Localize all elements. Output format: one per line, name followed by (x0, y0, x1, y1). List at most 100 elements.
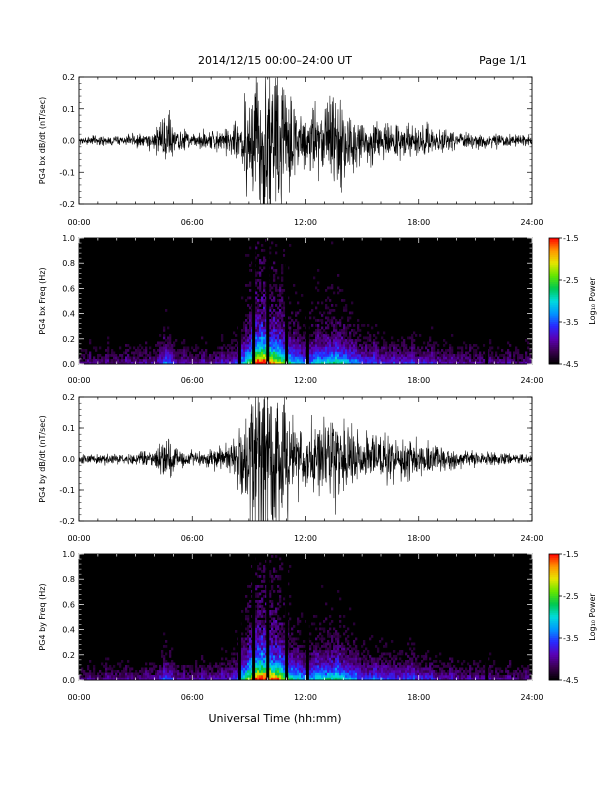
spectrogram-cell (273, 655, 276, 658)
spectrogram-cell (255, 610, 258, 613)
spectrogram-cell (301, 359, 304, 362)
spectrogram-cell (273, 667, 276, 671)
spectrogram-cell (291, 356, 294, 360)
spectrogram-cell (281, 334, 284, 337)
spectrogram-cell (281, 326, 284, 330)
spectrogram-cell (99, 675, 102, 678)
spectrogram-cell (283, 359, 286, 362)
spectrogram-cell (283, 344, 286, 347)
spectrogram-cell (263, 652, 266, 656)
spectrogram-cell (435, 361, 438, 365)
spectrogram-cell (323, 637, 326, 641)
spectrogram-cell (93, 361, 96, 365)
spectrogram-cell (353, 334, 356, 337)
spectrogram-cell (279, 356, 282, 360)
spectrogram-cell (479, 354, 482, 357)
spectrogram-cell (171, 354, 174, 357)
spectrogram-cell (479, 356, 482, 360)
spectrogram-cell (339, 662, 342, 666)
spectrogram-cell (221, 657, 224, 661)
spectrogram-cell (275, 351, 278, 355)
y-tick-label: 0.1 (62, 105, 75, 114)
spectrogram-cell (381, 675, 384, 678)
spectrogram-cell (85, 672, 88, 676)
spectrogram-cell (281, 301, 284, 305)
spectrogram-cell (275, 652, 278, 656)
spectrogram-cell (255, 667, 258, 671)
spectrogram-cell (213, 351, 216, 355)
spectrogram-cell (501, 359, 504, 362)
spectrogram-cell (325, 326, 328, 330)
spectrogram-cell (345, 637, 348, 641)
spectrogram-cell (245, 314, 248, 317)
spectrogram-cell (495, 354, 498, 357)
spectrogram-cell (227, 662, 230, 666)
spectrogram-cell (165, 652, 168, 656)
spectrogram-cell (265, 625, 268, 628)
spectrogram-cell (389, 346, 392, 350)
spectrogram-cell (89, 660, 92, 663)
spectrogram-cell (141, 351, 144, 355)
spectrogram-cell (447, 662, 450, 666)
data-gap (237, 238, 241, 364)
spectrogram-cell (187, 359, 190, 362)
y-axis-title: PG4 bx dB/dt (nT/sec) (38, 97, 47, 184)
spectrogram-cell (189, 677, 192, 681)
spectrogram-cell (397, 349, 400, 352)
spectrogram-cell (289, 336, 292, 340)
spectrogram-cell (273, 652, 276, 656)
spectrogram-cell (87, 359, 90, 362)
spectrogram-cell (265, 670, 268, 673)
spectrogram-cell (359, 677, 362, 681)
spectrogram-cell (361, 675, 364, 678)
spectrogram-cell (431, 677, 434, 681)
spectrogram-cell (279, 341, 282, 345)
spectrogram-cell (425, 351, 428, 355)
spectrogram-cell (449, 667, 452, 671)
spectrogram-cell (271, 625, 274, 628)
spectrogram-cell (245, 665, 248, 668)
spectrogram-cell (279, 632, 282, 636)
spectrogram-cell (269, 635, 272, 638)
spectrogram-cell (385, 677, 388, 681)
spectrogram-cell (355, 359, 358, 362)
spectrogram-cell (507, 349, 510, 352)
spectrogram-cell (331, 304, 334, 307)
spectrogram-cell (325, 361, 328, 365)
spectrogram-cell (265, 299, 268, 302)
spectrogram-cell (265, 339, 268, 342)
spectrogram-cell (217, 359, 220, 362)
spectrogram-cell (265, 667, 268, 671)
spectrogram-cell (359, 349, 362, 352)
spectrogram-cell (259, 627, 262, 631)
spectrogram-cell (463, 677, 466, 681)
spectrogram-cell (143, 675, 146, 678)
spectrogram-cell (245, 329, 248, 332)
spectrogram-cell (247, 339, 250, 342)
spectrogram-cell (387, 361, 390, 365)
spectrogram-cell (247, 660, 250, 663)
spectrogram-cell (171, 667, 174, 671)
spectrogram-cell (431, 359, 434, 362)
spectrogram-cell (261, 620, 264, 623)
spectrogram-cell (289, 635, 292, 638)
spectrogram-cell (361, 667, 364, 671)
spectrogram-cell (319, 339, 322, 342)
spectrogram-cell (221, 662, 224, 666)
spectrogram-cell (223, 675, 226, 678)
spectrogram-cell (145, 361, 148, 365)
spectrogram-cell (365, 647, 368, 651)
spectrogram-cell (219, 677, 222, 681)
spectrogram-cell (255, 341, 258, 345)
spectrogram-cell (345, 331, 348, 335)
spectrogram-cell (333, 346, 336, 350)
spectrogram-cell (265, 560, 268, 563)
spectrogram-cell (263, 356, 266, 360)
spectrogram-cell (293, 642, 296, 646)
spectrogram-cell (223, 344, 226, 347)
spectrogram-cell (289, 672, 292, 676)
spectrogram-cell (309, 677, 312, 681)
spectrogram-cell (355, 660, 358, 663)
spectrogram-cell (283, 306, 286, 310)
spectrogram-cell (427, 349, 430, 352)
